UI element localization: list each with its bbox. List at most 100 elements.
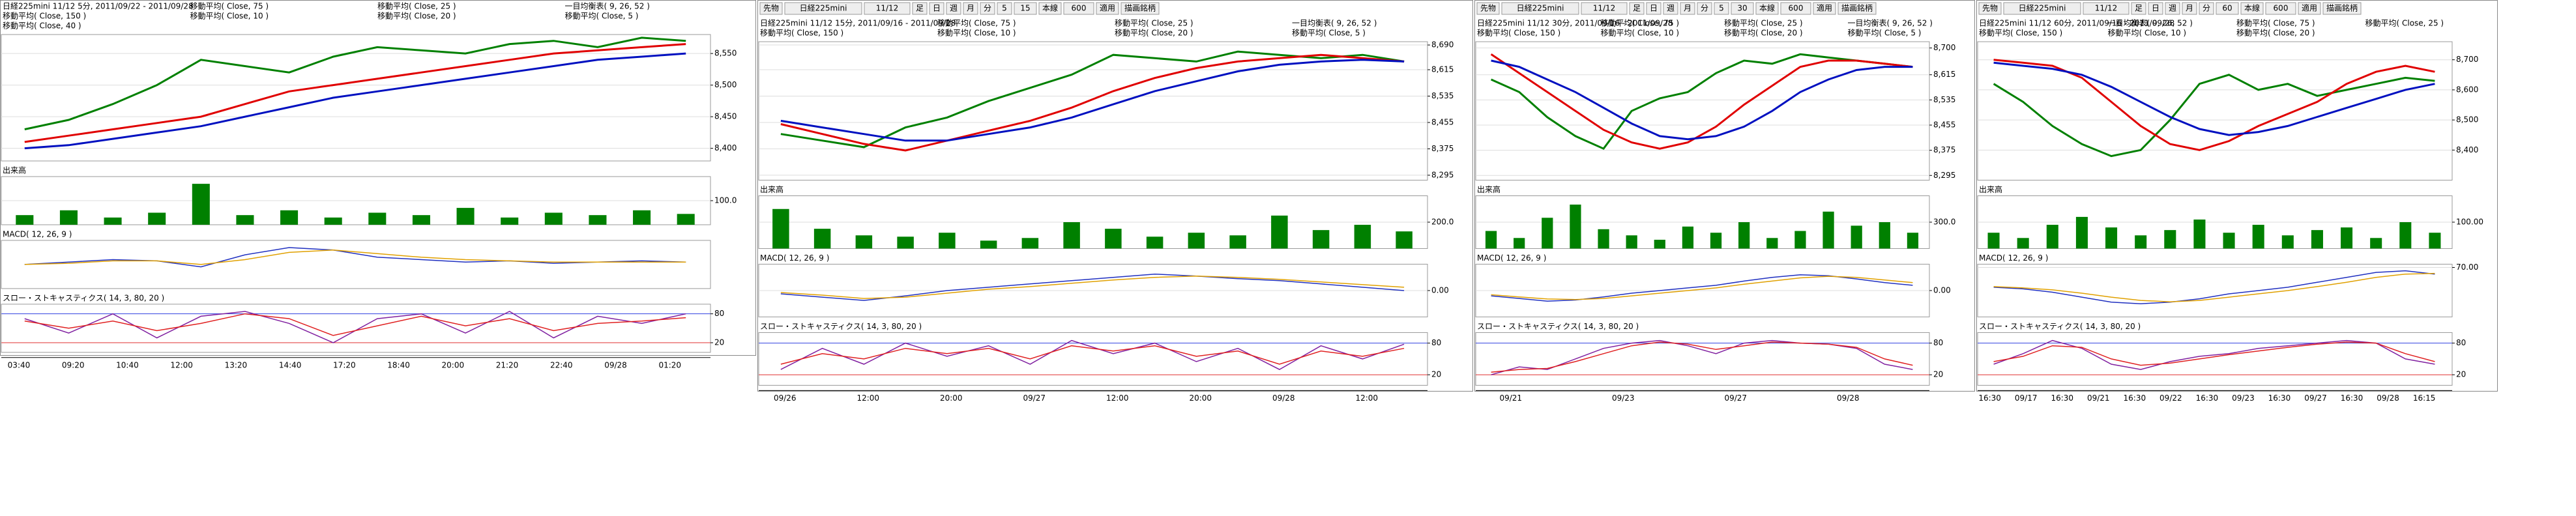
toolbar-button[interactable] — [1581, 2, 1628, 15]
toolbar-label: 週 — [1667, 4, 1675, 13]
series-line — [24, 247, 686, 268]
toolbar-button[interactable] — [1714, 2, 1729, 15]
toolbar-button[interactable] — [2083, 2, 2130, 15]
toolbar-button[interactable] — [2182, 2, 2197, 15]
volume-bar — [324, 217, 342, 225]
toolbar-button[interactable] — [2165, 2, 2180, 15]
toolbar-label: 日経225mini — [800, 4, 847, 13]
series-line — [1490, 53, 1913, 150]
volume-bar — [1570, 205, 1581, 249]
volume-bar — [1188, 233, 1205, 249]
toolbar-button[interactable] — [759, 2, 783, 15]
y-tick-label: 70.00 — [2456, 263, 2478, 272]
toolbar-button[interactable] — [1680, 2, 1695, 15]
plot-area — [758, 332, 1428, 386]
y-tick-label: 8,600 — [2456, 85, 2478, 94]
toolbar-button[interactable] — [1096, 2, 1119, 15]
toolbar-button[interactable] — [963, 2, 978, 15]
volume-bar — [1514, 238, 1525, 249]
pane-label: 出来高 — [1979, 184, 2002, 194]
toolbar-button[interactable] — [1755, 2, 1779, 15]
toolbar-button[interactable] — [980, 2, 995, 15]
x-tick-label: 01:20 — [658, 360, 681, 369]
volume-bar — [1822, 211, 1834, 249]
x-tick-label: 16:15 — [2413, 394, 2436, 403]
toolbar-button[interactable] — [2265, 2, 2296, 15]
toolbar-button[interactable] — [2131, 2, 2146, 15]
toolbar-label: 600 — [2274, 4, 2289, 13]
toolbar-button[interactable] — [1780, 2, 1811, 15]
toolbar-button[interactable] — [997, 2, 1012, 15]
series-line — [780, 59, 1405, 142]
pane-label: 出来高 — [760, 184, 783, 194]
x-tick-label: 16:30 — [2196, 394, 2219, 403]
toolbar-button[interactable] — [1629, 2, 1645, 15]
toolbar-button[interactable] — [1063, 2, 1094, 15]
x-tick-label: 09/27 — [2304, 394, 2327, 403]
pane-label: スロー・ストキャスティクス( 14, 3, 80, 20 ) — [1979, 322, 2141, 331]
x-tick-label: 20:00 — [442, 360, 465, 369]
volume-bar — [16, 215, 34, 225]
toolbar-button[interactable] — [1837, 2, 1877, 15]
volume-bar — [1542, 218, 1553, 249]
pane-label: MACD( 12, 26, 9 ) — [3, 229, 72, 238]
volume-bar — [1146, 236, 1164, 249]
series-line — [1993, 339, 2435, 370]
toolbar-button[interactable] — [1697, 2, 1712, 15]
y-tick-label: 8,535 — [1431, 91, 1454, 100]
toolbar-label: 分 — [984, 4, 991, 13]
toolbar-button[interactable] — [1014, 2, 1037, 15]
toolbar-button[interactable] — [1476, 2, 1500, 15]
toolbar-button[interactable] — [1120, 2, 1160, 15]
x-tick-label: 16:30 — [2051, 394, 2073, 403]
chart-legend: 移動平均( Close, 25 ) — [1724, 19, 1803, 28]
x-tick-label: 09/21 — [1499, 394, 1522, 403]
chart-legend: 移動平均( Close, 10 ) — [1601, 29, 1680, 38]
toolbar-button[interactable] — [1038, 2, 1062, 15]
plot-area — [1475, 41, 1930, 181]
volume-bar — [2193, 219, 2206, 249]
y-tick-label: 8,375 — [1431, 144, 1454, 153]
volume-bar — [633, 210, 651, 225]
series-line — [1491, 276, 1913, 300]
toolbar-button[interactable] — [864, 2, 911, 15]
toolbar-button[interactable] — [2298, 2, 2321, 15]
toolbar-label: 本線 — [2244, 3, 2260, 13]
volume-bar — [2046, 225, 2058, 249]
volume-bar — [2017, 238, 2029, 249]
toolbar-button[interactable] — [1646, 2, 1661, 15]
toolbar-button[interactable] — [2199, 2, 2214, 15]
toolbar-button[interactable] — [2003, 2, 2081, 15]
chart-legend: 移動平均( Close, 150 ) — [760, 29, 843, 38]
y-tick-label: 80 — [1431, 338, 1441, 347]
toolbar-button[interactable] — [1813, 2, 1836, 15]
y-tick-label: 8,455 — [1933, 120, 1955, 129]
toolbar-label: 週 — [2169, 4, 2176, 13]
toolbar-button[interactable] — [2148, 2, 2163, 15]
toolbar-button[interactable] — [784, 2, 862, 15]
toolbar-label: 15 — [1020, 4, 1030, 13]
toolbar-button[interactable] — [929, 2, 944, 15]
volume-bar — [1851, 225, 1862, 249]
toolbar-label: 先物 — [1982, 4, 1998, 13]
toolbar-button[interactable] — [912, 2, 928, 15]
volume-bar — [148, 212, 166, 225]
chart-legend: 移動平均( Close, 20 ) — [377, 12, 456, 21]
y-tick-label: 8,700 — [1933, 43, 1955, 52]
x-tick-label: 09/27 — [1023, 394, 1046, 403]
chart-legend: 移動平均( Close, 75 ) — [937, 19, 1016, 28]
toolbar-button[interactable] — [2216, 2, 2239, 15]
y-tick-label: 8,400 — [2456, 145, 2478, 154]
toolbar-button[interactable] — [2322, 2, 2362, 15]
panel-frame — [0, 0, 756, 356]
toolbar-button[interactable] — [1978, 2, 2002, 15]
toolbar-button[interactable] — [1663, 2, 1678, 15]
toolbar-button[interactable] — [1731, 2, 1754, 15]
toolbar-button[interactable] — [1501, 2, 1579, 15]
toolbar-label: 11/12 — [1593, 4, 1616, 13]
series-line — [24, 313, 686, 336]
series-line — [1993, 74, 2435, 158]
volume-bar — [2370, 238, 2382, 249]
toolbar-button[interactable] — [946, 2, 961, 15]
toolbar-button[interactable] — [2240, 2, 2264, 15]
